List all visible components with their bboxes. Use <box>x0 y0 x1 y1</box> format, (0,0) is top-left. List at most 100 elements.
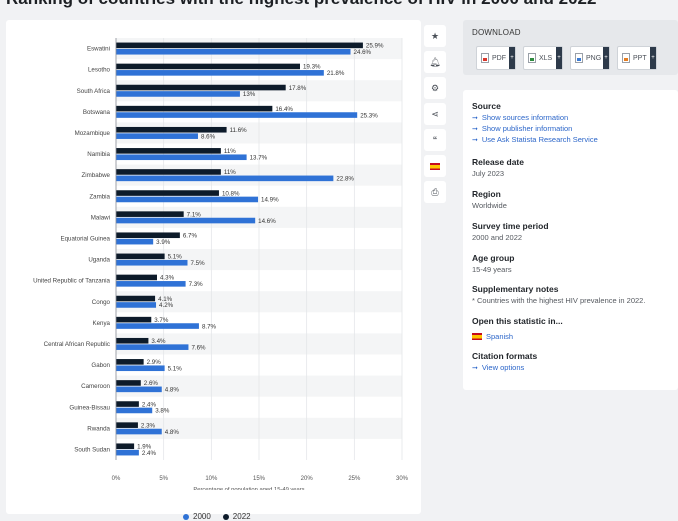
legend-dot-icon <box>183 513 189 520</box>
open-spanish-text: Spanish <box>486 332 514 341</box>
view-options-text: View options <box>481 363 525 372</box>
data-label-2022: 6.7% <box>183 232 198 239</box>
show-publisher-link[interactable]: ➞ Show publisher information <box>472 124 598 133</box>
flag-es-icon[interactable] <box>424 155 446 177</box>
data-label-2000: 8.6% <box>201 133 216 140</box>
data-label-2022: 19.3% <box>303 64 321 71</box>
region-section: Region Worldwide <box>472 189 507 210</box>
show-sources-link[interactable]: ➞ Show sources information <box>472 113 598 122</box>
data-label-2000: 4.8% <box>165 429 180 436</box>
star-icon[interactable]: ★ <box>424 25 446 47</box>
category-label: South Africa <box>77 88 111 95</box>
ppt-file-icon <box>622 53 630 63</box>
download-xls-button[interactable]: XLS + <box>523 46 563 70</box>
bar-2000 <box>116 154 247 161</box>
data-label-2022: 25.9% <box>366 43 384 50</box>
download-xls-label: XLS <box>539 54 553 62</box>
data-label-2000: 7.3% <box>189 281 204 288</box>
category-label: Eswatini <box>87 46 110 53</box>
category-label: Rwanda <box>87 425 110 432</box>
x-tick-label: 30% <box>396 476 409 482</box>
survey-value: 2000 and 2022 <box>472 233 523 242</box>
age-value: 15-49 years <box>472 265 512 274</box>
data-label-2022: 10.8% <box>222 190 240 197</box>
data-label-2022: 3.4% <box>151 338 166 345</box>
release-value: July 2023 <box>472 169 505 178</box>
download-png-button[interactable]: PNG + <box>570 46 610 70</box>
download-ppt-label: PPT <box>633 54 647 62</box>
legend-label: 2022 <box>232 512 251 521</box>
category-label: Kenya <box>92 320 110 327</box>
age-label: Age group <box>472 253 515 263</box>
chart-legend: 2000 2022 <box>183 512 251 521</box>
view-options-link[interactable]: ➞ View options <box>472 363 537 372</box>
info-panel: Source ➞ Show sources information ➞ Show… <box>463 90 678 390</box>
data-label-2000: 7.5% <box>191 260 206 267</box>
bar-2022 <box>116 422 138 428</box>
x-tick-label: 15% <box>253 476 266 482</box>
bar-2000 <box>116 428 162 435</box>
download-pdf-button[interactable]: PDF + <box>476 46 516 70</box>
arrow-right-icon: ➞ <box>472 114 478 122</box>
data-label-2022: 5.1% <box>168 254 183 261</box>
data-label-2000: 3.9% <box>156 239 171 246</box>
category-label: Zambia <box>89 193 110 200</box>
bar-2000 <box>116 238 154 245</box>
share-icon[interactable]: ⋖ <box>424 103 446 125</box>
download-png-label: PNG <box>586 54 602 62</box>
bell-icon[interactable]: 🔔︎ <box>424 51 446 73</box>
release-section: Release date July 2023 <box>472 157 524 178</box>
legend-item-2022[interactable]: 2022 <box>222 512 251 521</box>
x-axis-label: Percentage of population aged 15-49 year… <box>193 487 304 490</box>
bar-2022 <box>116 63 300 70</box>
x-tick-label: 20% <box>301 476 314 482</box>
data-label-2022: 16.4% <box>275 106 293 113</box>
bar-2022 <box>116 380 141 386</box>
bar-2000 <box>116 48 351 55</box>
legend-dot-icon <box>222 513 229 520</box>
category-label: Congo <box>92 299 111 306</box>
data-label-2000: 24.6% <box>354 49 372 56</box>
category-label: Central African Republic <box>44 341 110 348</box>
category-label: Equatorial Guinea <box>60 235 110 242</box>
source-section: Source ➞ Show sources information ➞ Show… <box>472 101 598 144</box>
data-label-2000: 14.6% <box>258 218 276 225</box>
data-label-2022: 17.8% <box>289 85 307 92</box>
bar-2022 <box>116 148 221 154</box>
bar-2022 <box>116 401 139 407</box>
bar-2000 <box>116 302 157 308</box>
bar-2022 <box>116 232 180 239</box>
category-label: Botswana <box>83 109 111 116</box>
category-label: Lesotho <box>88 67 111 74</box>
category-label: Namibia <box>87 151 110 158</box>
bar-2000 <box>116 323 199 329</box>
open-label: Open this statistic in... <box>472 316 563 326</box>
data-label-2000: 13.7% <box>250 154 268 161</box>
legend-item-2000[interactable]: 2000 <box>183 512 211 521</box>
data-label-2000: 5.1% <box>168 365 183 372</box>
gear-icon[interactable]: ⚙ <box>424 77 446 99</box>
data-label-2000: 7.6% <box>191 344 206 351</box>
data-label-2022: 4.1% <box>158 296 173 303</box>
download-panel: DOWNLOAD PDF + XLS + PNG + PPT + <box>463 20 678 75</box>
citation-section: Citation formats ➞ View options <box>472 351 537 372</box>
page-title: Ranking of countries with the highest pr… <box>6 0 603 9</box>
data-label-2000: 2.4% <box>142 450 157 457</box>
data-label-2022: 2.6% <box>144 380 159 387</box>
category-label: Zimbabwe <box>81 172 110 179</box>
category-label: Uganda <box>88 257 110 264</box>
bar-2000 <box>116 112 358 118</box>
print-icon[interactable]: ⎙ <box>424 181 446 203</box>
data-label-2022: 3.7% <box>154 317 169 324</box>
data-label-2022: 7.1% <box>187 211 202 218</box>
data-label-2022: 11% <box>224 169 236 176</box>
quote-icon[interactable]: “ <box>424 129 446 151</box>
bar-2000 <box>116 217 256 224</box>
ask-statista-link[interactable]: ➞ Use Ask Statista Research Service <box>472 135 598 144</box>
data-label-2000: 3.8% <box>155 408 170 415</box>
region-label: Region <box>472 189 501 199</box>
download-ppt-button[interactable]: PPT + <box>617 46 657 70</box>
open-spanish-link[interactable]: Spanish <box>472 332 563 341</box>
arrow-right-icon: ➞ <box>472 364 478 372</box>
bar-2022 <box>116 84 286 91</box>
